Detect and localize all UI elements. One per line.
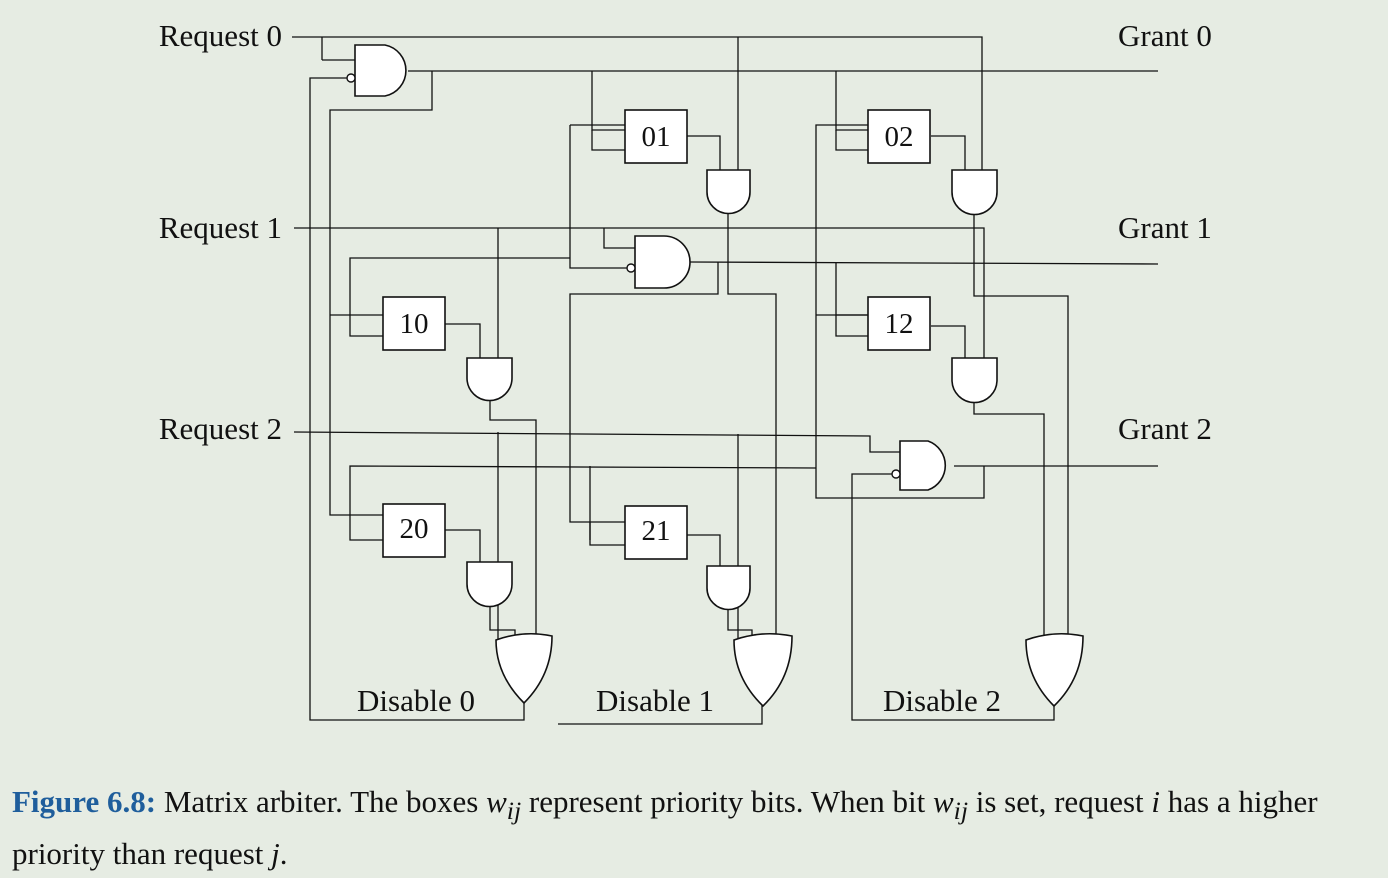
grant-0-feedback [329,71,433,516]
grant-2-label: Grant 2 [1118,411,1212,446]
grant-1-and-gate [626,235,691,289]
grant-1-to-12 [835,263,868,316]
and-20-to-or0 [489,606,516,640]
and-gate-01 [706,169,751,215]
caption-text-2: represent priority bits. When bit [528,784,926,819]
disable-0-label: Disable 0 [357,683,475,718]
caption-ij: ij [506,796,522,826]
grant-2-and-gate [891,440,947,491]
box-20-out [445,529,481,562]
request-0-label: Request 0 [159,18,282,53]
priority-box-01-label: 01 [642,121,671,153]
caption-text-5: . [279,836,288,872]
caption-w: w [486,784,507,819]
caption-math-j: j [271,836,280,872]
caption-w-2: w [932,784,954,819]
box-02-out [931,135,966,170]
request-1-line [294,227,985,358]
or-gate-disable-0 [495,632,553,705]
priority-box-10-label: 10 [400,308,429,340]
priority-box-21-label: 21 [642,515,671,547]
and-gate-20 [466,561,513,608]
box-10-out [445,323,481,358]
figure-caption: Figure 6.8: Matrix arbiter. The boxes wi… [12,780,1378,875]
grant-1-and-gate-inverter [626,263,636,273]
request-2-label: Request 2 [159,411,282,446]
grant-0-to-01 [591,71,625,131]
box-21-in-b [589,522,625,546]
caption-text-4: has a higher priority than request [12,784,1318,872]
disable-1-loop [558,705,763,725]
disable-2-loop [851,473,1055,721]
caption-text-1: Matrix arbiter. The boxes [163,784,479,819]
box-20-in-b [349,520,385,541]
caption-text-3: is set, request [975,784,1144,819]
grant-1-to-10 [349,257,570,315]
priority-box-12: 12 [867,296,931,351]
grant-2-to-20 [349,465,817,520]
figure-number: Figure 6.8: [12,784,157,819]
disable-1-to-grant1 [569,125,628,269]
and-gate-02 [951,169,998,216]
priority-box-12-label: 12 [885,308,914,340]
caption-ij-2: ij [953,796,968,826]
priority-box-10: 10 [382,296,446,351]
caption-math-w-2: wij [932,784,968,825]
caption-math-i: i [1151,784,1161,819]
box-12-in-b [835,315,868,337]
priority-box-02: 02 [867,109,931,164]
disable-2-label: Disable 2 [883,683,1001,718]
grant-0-label: Grant 0 [1118,18,1212,53]
priority-box-02-label: 02 [885,121,914,153]
box-01-out [687,135,721,170]
grant-0-and-gate [346,44,407,97]
or-gate-disable-1 [733,632,793,708]
and-10-to-or0 [489,400,537,640]
grant-1-feedback [569,262,719,523]
grant-2-feedback [815,124,985,499]
request-1-label: Request 1 [159,210,282,245]
and-02-to-or2 [973,214,1069,640]
request-1-tap-a [603,228,635,249]
caption-math-w: wij [486,784,521,825]
request-2-line [293,431,900,453]
box-01-in-b [591,130,625,151]
or-gate-disable-2 [1025,632,1084,708]
request-0-line [292,36,983,170]
box-12-out [931,325,966,358]
grant-2-and-gate-inverter [891,469,901,479]
priority-box-01: 01 [624,109,688,164]
box-10-in-b [349,315,385,337]
and-12-to-or2 [973,402,1045,640]
grant-0-to-02 [835,71,868,131]
and-01-to-or1 [727,214,777,640]
and-gate-10 [466,357,513,402]
and-gate-12 [951,357,998,404]
priority-box-20: 20 [382,503,446,558]
grant-0-and-gate-inverter [346,73,356,83]
and-gate-21 [706,565,751,611]
disable-0-loop [309,77,525,721]
box-02-in-b [835,130,868,151]
grant-1-line [689,261,1159,265]
disable-1-label: Disable 1 [596,683,714,718]
grant-1-label: Grant 1 [1118,210,1212,245]
box-21-out [687,534,721,566]
priority-box-20-label: 20 [400,513,429,545]
priority-box-21: 21 [624,505,688,560]
wires [292,36,1159,725]
